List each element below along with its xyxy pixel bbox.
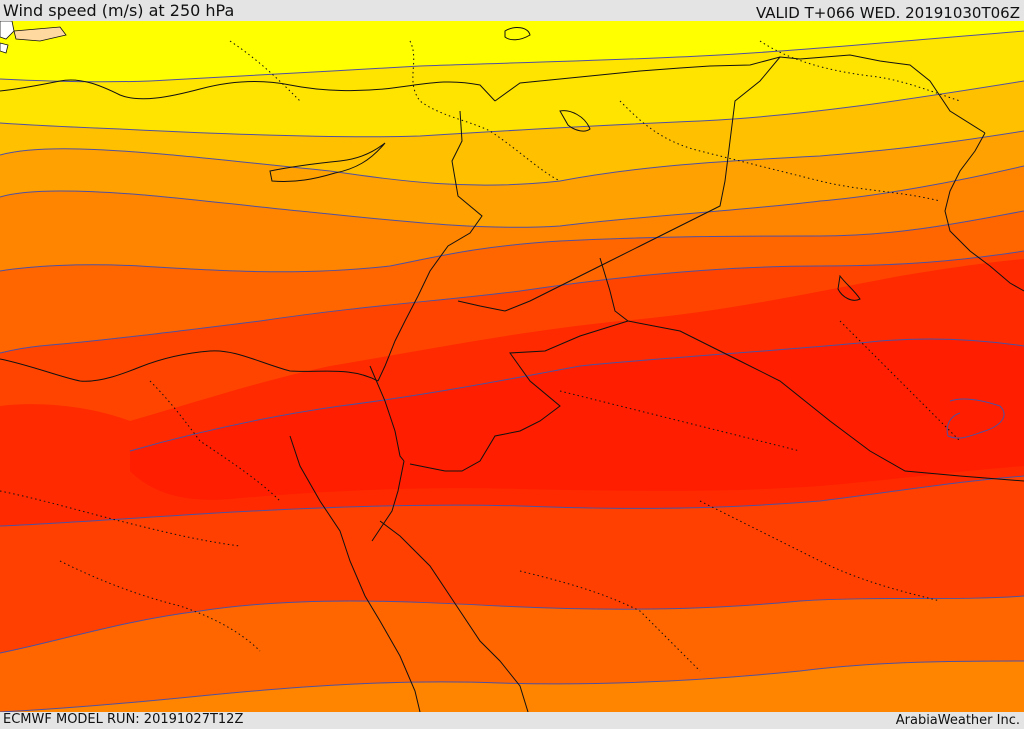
greek-islands (0, 21, 15, 54)
wind-speed-map[interactable] (0, 21, 1024, 712)
band-1 (0, 21, 1024, 82)
band-3 (0, 81, 1024, 186)
credit-text: ArabiaWeather Inc. (895, 713, 1020, 728)
band-2 (0, 31, 1024, 137)
band-12 (0, 661, 1024, 712)
admin-boundaries (0, 40, 961, 672)
band-10 (0, 476, 1024, 653)
band-11 (0, 596, 1024, 712)
band-6 (0, 211, 1024, 353)
band-4 (0, 131, 1024, 228)
land-patch-turkey (13, 26, 67, 42)
contour-lines (0, 30, 1024, 712)
valid-time: VALID T+066 WED. 20191030T06Z (755, 4, 1020, 22)
band-5 (0, 166, 1024, 272)
model-run: ECMWF MODEL RUN: 20191027T12Z (3, 712, 244, 727)
header-bar: Wind speed (m/s) at 250 hPa VALID T+066 … (0, 0, 1024, 22)
band-9 (130, 338, 1024, 500)
land-outlines (0, 27, 1024, 712)
map-title: Wind speed (m/s) at 250 hPa (3, 1, 235, 20)
footer-bar: ECMWF MODEL RUN: 20191027T12Z ArabiaWeat… (0, 712, 1024, 729)
